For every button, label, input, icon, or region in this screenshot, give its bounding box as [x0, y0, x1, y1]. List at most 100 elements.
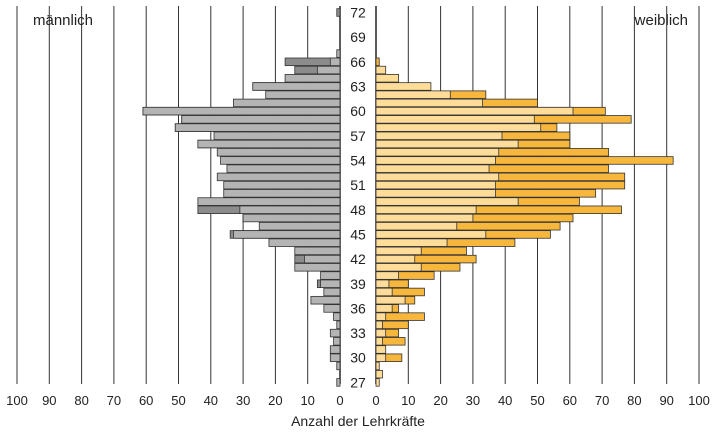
x-tick-label-right: 60	[563, 393, 577, 408]
bar-female-current-42	[375, 254, 416, 264]
bar-male-current-32	[333, 337, 341, 346]
x-tick-label-right: 100	[688, 393, 710, 408]
bar-female-current-27	[375, 378, 380, 387]
x-tick-label-left: 100	[6, 393, 28, 408]
bar-male-current-48	[239, 205, 341, 214]
age-label-bg	[342, 202, 374, 217]
age-tick-label: 39	[350, 276, 366, 292]
bar-female-current-50	[375, 189, 496, 198]
x-tick-label-right: 20	[433, 393, 447, 408]
bar-female-current-41	[375, 263, 422, 272]
bar-male-current-53	[226, 164, 341, 173]
age-label-bg	[342, 5, 374, 20]
bar-male-current-50	[223, 189, 341, 198]
bar-female-current-59	[375, 115, 535, 124]
bar-male-current-61	[233, 98, 341, 108]
x-tick-label-right: 10	[401, 393, 415, 408]
bar-female-current-28	[375, 369, 383, 379]
bar-female-current-30	[375, 353, 387, 362]
x-tick-label-right: 70	[595, 393, 609, 408]
age-tick-label: 60	[350, 103, 366, 119]
bar-male-current-29	[336, 361, 341, 371]
bar-male-current-33	[329, 328, 341, 338]
bar-male-current-45	[233, 230, 341, 239]
bar-female-current-35	[375, 312, 387, 321]
bar-female-current-62	[375, 90, 451, 99]
x-tick-label-left: 10	[300, 393, 314, 408]
bar-male-current-43	[294, 246, 341, 256]
age-tick-label: 45	[350, 226, 366, 242]
age-label-bg	[342, 326, 374, 341]
age-tick-label: 33	[350, 325, 366, 341]
bar-female-current-31	[375, 345, 387, 354]
age-label-bg	[342, 153, 374, 168]
bar-male-current-60	[142, 106, 341, 116]
age-label-bg	[342, 276, 374, 291]
bar-male-current-56	[197, 139, 341, 149]
bar-male-current-39	[320, 279, 341, 288]
age-tick-label: 66	[350, 54, 366, 70]
bar-male-current-38	[323, 287, 341, 297]
age-tick-label: 42	[350, 251, 366, 267]
bar-male-current-35	[333, 312, 341, 321]
age-label-bg	[342, 252, 374, 267]
x-tick-label-right: 50	[530, 393, 544, 408]
bar-male-current-51	[223, 180, 341, 190]
x-tick-label-left: 0	[336, 393, 343, 408]
x-tick-label-right: 30	[466, 393, 480, 408]
bar-male-current-64	[284, 74, 341, 83]
bar-female-current-43	[375, 246, 422, 256]
bar-female-current-65	[375, 65, 387, 75]
bar-female-current-61	[375, 98, 483, 108]
bar-male-current-54	[220, 156, 341, 165]
bar-female-current-58	[375, 123, 542, 132]
bar-female-current-49	[375, 197, 519, 206]
bar-male-current-62	[265, 90, 341, 99]
bar-female-previous-66	[375, 57, 380, 67]
bar-female-current-36	[375, 304, 393, 313]
age-tick-label: 51	[350, 177, 366, 193]
x-tick-label-right: 80	[627, 393, 641, 408]
bar-female-current-47	[375, 213, 474, 223]
bar-female-current-56	[375, 139, 519, 149]
bar-male-current-34	[336, 320, 341, 330]
x-axis-title: Anzahl der Lehrkräfte	[291, 413, 425, 429]
age-label-bg	[342, 178, 374, 193]
bar-female-current-37	[375, 295, 406, 305]
bar-male-current-42	[304, 254, 341, 264]
x-tick-label-left: 50	[171, 393, 185, 408]
bar-male-current-41	[294, 263, 341, 272]
x-tick-label-right: 90	[659, 393, 673, 408]
age-tick-label: 54	[350, 152, 366, 168]
bar-female-current-53	[375, 164, 490, 173]
bar-female-current-44	[375, 238, 448, 247]
bar-male-current-31	[329, 345, 341, 354]
bar-female-current-52	[375, 172, 500, 182]
bar-female-current-48	[375, 205, 477, 214]
bar-male-current-36	[323, 304, 341, 313]
bar-male-previous-72	[336, 8, 341, 17]
x-tick-label-right: 0	[372, 393, 379, 408]
age-label-bg	[342, 301, 374, 316]
bar-female-current-34	[375, 320, 383, 330]
age-label-bg	[342, 54, 374, 69]
age-tick-label: 72	[350, 5, 366, 21]
bar-female-current-32	[375, 337, 383, 346]
bar-male-current-63	[252, 82, 341, 91]
x-tick-label-left: 80	[74, 393, 88, 408]
right-label: weiblich	[634, 12, 688, 29]
bar-male-current-52	[216, 172, 341, 182]
age-tick-label: 57	[350, 128, 366, 144]
age-label-bg	[342, 128, 374, 143]
age-tick-label: 36	[350, 300, 366, 316]
bar-male-current-57	[213, 131, 341, 141]
bar-male-current-30	[329, 353, 341, 362]
bar-male-current-65	[316, 65, 341, 75]
age-tick-label: 48	[350, 202, 366, 218]
age-tick-label: 27	[350, 374, 366, 390]
bar-male-current-66	[329, 57, 341, 67]
bar-female-current-39	[375, 279, 390, 288]
bar-male-current-47	[242, 213, 341, 223]
age-label-bg	[342, 104, 374, 119]
bars-layer	[142, 8, 674, 387]
